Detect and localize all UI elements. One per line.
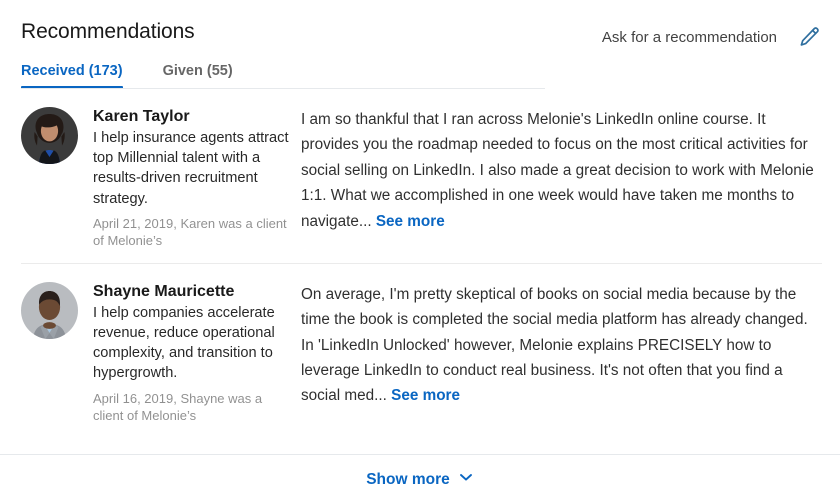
recommender-summary: Shayne Mauricette I help companies accel… [21, 280, 293, 424]
pencil-icon [797, 25, 821, 52]
recommendation-item: Shayne Mauricette I help companies accel… [21, 262, 822, 438]
recommendation-text: On average, I'm pretty skeptical of book… [301, 282, 822, 409]
recommender-headline: I help insurance agents attract top Mill… [93, 130, 289, 207]
recommendation-body: I am so thankful that I ran across Melon… [293, 105, 822, 234]
edit-recommendations-button[interactable] [796, 25, 822, 51]
show-more-button[interactable]: Show more [366, 469, 474, 491]
recommender-headline: I help companies accelerate revenue, red… [93, 304, 275, 382]
recommender-meta: Karen Taylor I help insurance agents att… [93, 105, 293, 249]
tabs-divider [21, 88, 545, 89]
recommendation-relation: April 16, 2019, Shayne was a client of M… [93, 390, 263, 423]
recommendation-text-content: On average, I'm pretty skeptical of book… [301, 285, 808, 405]
page-title: Recommendations [21, 20, 195, 43]
recommendation-text-content: I am so thankful that I ran across Melon… [301, 111, 814, 230]
recommender-name[interactable]: Shayne Mauricette [93, 282, 235, 300]
tab-received[interactable]: Received (173) [21, 62, 141, 89]
recommendation-item: Karen Taylor I help insurance agents att… [21, 89, 822, 263]
recommendation-relation: April 21, 2019, Karen was a client of Me… [93, 215, 287, 248]
show-more-label: Show more [366, 470, 450, 488]
header-actions: Ask for a recommendation [602, 18, 822, 51]
shayne-mauricette-avatar[interactable] [21, 281, 78, 339]
recommendations-list: Karen Taylor I help insurance agents att… [0, 89, 840, 438]
tab-given[interactable]: Given (55) [162, 63, 233, 79]
ask-for-recommendation-link[interactable]: Ask for a recommendation [601, 29, 777, 46]
see-more-link[interactable]: See more [375, 212, 445, 230]
see-more-link[interactable]: See more [391, 387, 460, 405]
recommender-name[interactable]: Karen Taylor [93, 108, 190, 125]
recommendations-tabs: Received (173) Given (55) [0, 62, 840, 89]
recommendation-body: On average, I'm pretty skeptical of book… [293, 280, 822, 409]
karen-taylor-avatar[interactable] [21, 107, 78, 164]
recommender-meta: Shayne Mauricette I help companies accel… [93, 280, 293, 424]
chevron-down-icon [458, 469, 474, 491]
recommender-summary: Karen Taylor I help insurance agents att… [21, 105, 293, 249]
card-footer: Show more [0, 454, 840, 504]
recommendation-text: I am so thankful that I ran across Melon… [301, 107, 822, 234]
card-header: Recommendations Ask for a recommendation [0, 0, 840, 51]
